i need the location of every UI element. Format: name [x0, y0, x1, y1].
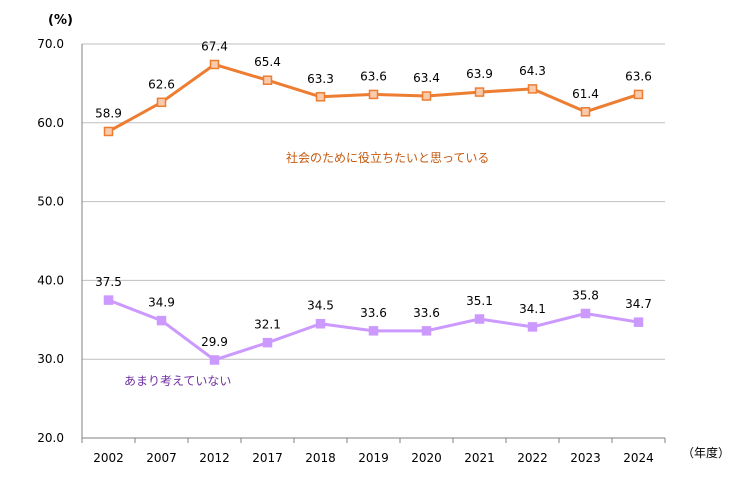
data-label: 34.1 [519, 302, 546, 316]
y-tick-label: 40.0 [37, 273, 64, 287]
data-point [633, 317, 644, 327]
data-point [421, 91, 432, 101]
data-point [209, 59, 220, 70]
data-point [262, 75, 273, 85]
data-label: 37.5 [95, 275, 122, 289]
data-label: 67.4 [201, 39, 228, 53]
y-tick-label: 30.0 [37, 352, 64, 366]
data-point [474, 87, 485, 97]
data-label: 33.6 [413, 306, 440, 320]
x-tick-label: 2023 [570, 451, 601, 465]
series-label-not-thinking: あまり考えていない [124, 374, 231, 388]
series-1 [103, 295, 644, 365]
x-tick-label: 2022 [517, 451, 548, 465]
data-label: 63.3 [307, 72, 334, 86]
data-label: 63.6 [625, 69, 652, 83]
axes: 20.0 30.0 40.0 50.0 60.0 70.0 2002 2007 2012 2017… [37, 37, 666, 465]
data-point [368, 326, 379, 336]
data-label: 29.9 [201, 335, 228, 349]
x-tick-label: 2012 [199, 451, 230, 465]
data-label: 33.6 [360, 306, 387, 320]
data-point [421, 326, 432, 336]
series-layer [103, 59, 644, 365]
gridlines [82, 43, 665, 360]
x-tick-label: 2018 [305, 451, 336, 465]
data-point [103, 126, 114, 137]
data-label: 35.8 [572, 288, 599, 302]
data-point [580, 107, 591, 117]
data-point [156, 97, 167, 108]
data-label: 63.6 [360, 69, 387, 83]
data-label: 63.4 [413, 71, 440, 85]
series-label-contribute: 社会のために役立ちたいと思っている [286, 150, 489, 165]
data-point [580, 308, 591, 319]
x-tick-label: 2019 [358, 451, 389, 465]
series-0 [103, 59, 644, 137]
data-label: 63.9 [466, 67, 493, 81]
data-label: 35.1 [466, 294, 493, 308]
y-tick-label: 60.0 [37, 116, 64, 130]
x-tick-label: 2007 [146, 451, 177, 465]
data-point [474, 314, 485, 324]
x-axis-unit-label: （年度） [682, 445, 730, 460]
data-label: 34.7 [625, 297, 652, 311]
data-point [315, 318, 326, 329]
data-label: 34.9 [148, 296, 175, 310]
x-tick-label: 2002 [93, 451, 124, 465]
data-point [315, 92, 326, 102]
x-tick-label: 2017 [252, 451, 283, 465]
data-point [262, 337, 273, 348]
data-point [633, 89, 644, 100]
data-label: 61.4 [572, 87, 599, 101]
y-axis-unit-label: (%) [48, 13, 73, 28]
data-point [368, 89, 379, 100]
y-tick-label: 70.0 [37, 37, 64, 51]
data-label: 65.4 [254, 55, 281, 69]
data-point [209, 355, 220, 365]
y-tick-label: 20.0 [37, 431, 64, 445]
x-tick-label: 2021 [464, 451, 495, 465]
data-label: 32.1 [254, 318, 281, 332]
data-point [156, 315, 167, 326]
x-tick-label: 2024 [623, 451, 654, 465]
y-tick-label: 50.0 [37, 195, 64, 209]
data-label: 58.9 [95, 106, 122, 120]
data-point [527, 322, 538, 332]
data-label: 62.6 [148, 77, 175, 91]
data-label: 64.3 [519, 64, 546, 78]
x-tick-label: 2020 [411, 451, 442, 465]
data-label: 34.5 [307, 299, 334, 313]
data-point [527, 84, 538, 94]
data-point [103, 295, 114, 305]
data-labels: 58.9 62.6 67.4 65.4 63.3 63.6 63.4 63.9 64.3 61.4… [95, 39, 652, 349]
